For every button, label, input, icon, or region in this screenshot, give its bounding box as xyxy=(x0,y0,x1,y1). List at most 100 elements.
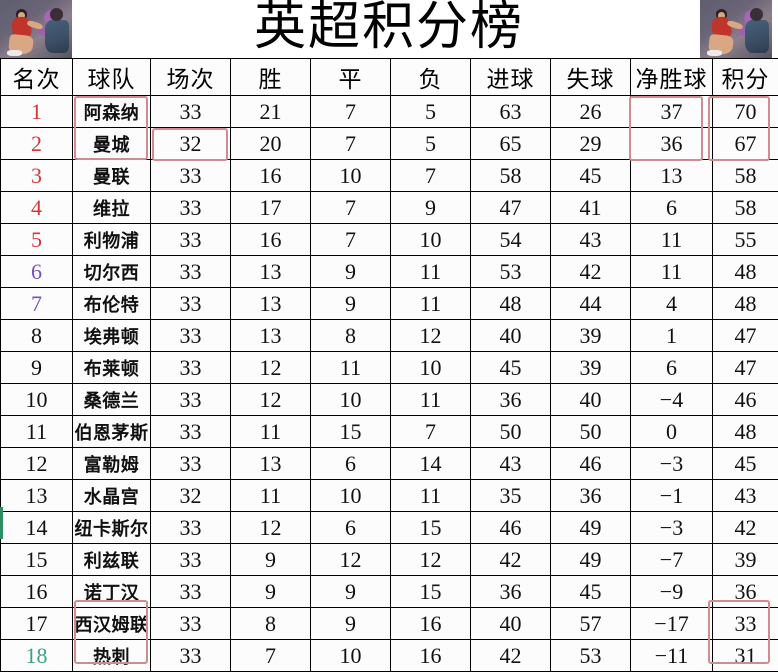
cell-rank: 8 xyxy=(1,320,73,352)
cell-rank: 18 xyxy=(1,640,73,672)
cell-played: 33 xyxy=(151,544,231,576)
cell-played: 33 xyxy=(151,384,231,416)
cell-played: 33 xyxy=(151,192,231,224)
cell-team: 利兹联 xyxy=(73,544,151,576)
cell-draw: 11 xyxy=(311,352,391,384)
cell-draw: 10 xyxy=(311,480,391,512)
cell-draw: 8 xyxy=(311,320,391,352)
cell-points: 39 xyxy=(713,544,778,576)
cell-goals-against: 50 xyxy=(551,416,631,448)
cell-points: 58 xyxy=(713,160,778,192)
cell-rank: 5 xyxy=(1,224,73,256)
cell-goals-against: 45 xyxy=(551,576,631,608)
cell-goals-for: 63 xyxy=(471,96,551,128)
cell-goals-for: 53 xyxy=(471,256,551,288)
cell-loss: 11 xyxy=(391,288,471,320)
cell-points: 46 xyxy=(713,384,778,416)
cell-draw: 9 xyxy=(311,288,391,320)
cell-points: 70 xyxy=(713,96,778,128)
cell-goal-diff: −11 xyxy=(631,640,713,672)
cell-rank: 10 xyxy=(1,384,73,416)
cell-draw: 9 xyxy=(311,576,391,608)
cell-win: 11 xyxy=(231,480,311,512)
cell-goal-diff: 36 xyxy=(631,128,713,160)
cell-loss: 11 xyxy=(391,256,471,288)
cell-goal-diff: −3 xyxy=(631,512,713,544)
cell-win: 13 xyxy=(231,320,311,352)
cell-points: 36 xyxy=(713,576,778,608)
cell-points: 43 xyxy=(713,480,778,512)
cell-draw: 7 xyxy=(311,96,391,128)
cell-goal-diff: −9 xyxy=(631,576,713,608)
cell-loss: 10 xyxy=(391,224,471,256)
cell-team: 纽卡斯尔 xyxy=(73,512,151,544)
cell-points: 33 xyxy=(713,608,778,640)
cell-draw: 7 xyxy=(311,224,391,256)
cell-played: 33 xyxy=(151,352,231,384)
cell-rank: 6 xyxy=(1,256,73,288)
cell-goals-against: 39 xyxy=(551,320,631,352)
cell-played: 32 xyxy=(151,128,231,160)
cell-draw: 9 xyxy=(311,256,391,288)
cell-draw: 10 xyxy=(311,640,391,672)
column-header-team: 球队 xyxy=(73,59,151,96)
cell-draw: 10 xyxy=(311,384,391,416)
cell-win: 9 xyxy=(231,544,311,576)
cell-goals-against: 49 xyxy=(551,512,631,544)
cell-team: 阿森纳 xyxy=(73,96,151,128)
cell-draw: 12 xyxy=(311,544,391,576)
column-header-points: 积分 xyxy=(713,59,778,96)
cell-rank: 12 xyxy=(1,448,73,480)
cell-goals-for: 43 xyxy=(471,448,551,480)
cell-draw: 6 xyxy=(311,448,391,480)
cell-goal-diff: 4 xyxy=(631,288,713,320)
cell-loss: 16 xyxy=(391,640,471,672)
cell-goal-diff: 37 xyxy=(631,96,713,128)
cell-goals-for: 35 xyxy=(471,480,551,512)
cell-goals-for: 40 xyxy=(471,320,551,352)
cell-loss: 14 xyxy=(391,448,471,480)
cell-rank: 15 xyxy=(1,544,73,576)
cell-goals-against: 57 xyxy=(551,608,631,640)
cell-win: 8 xyxy=(231,608,311,640)
cell-team: 水晶宫 xyxy=(73,480,151,512)
cell-team: 西汉姆联 xyxy=(73,608,151,640)
cell-goals-for: 36 xyxy=(471,576,551,608)
cell-points: 48 xyxy=(713,256,778,288)
cell-goals-against: 44 xyxy=(551,288,631,320)
cell-points: 58 xyxy=(713,192,778,224)
cell-win: 12 xyxy=(231,352,311,384)
cell-points: 48 xyxy=(713,288,778,320)
column-header-rank: 名次 xyxy=(1,59,73,96)
cell-goals-against: 49 xyxy=(551,544,631,576)
football-player-photo-right xyxy=(700,0,772,58)
cell-rank: 4 xyxy=(1,192,73,224)
cell-played: 33 xyxy=(151,576,231,608)
cell-rank: 17 xyxy=(1,608,73,640)
cell-draw: 7 xyxy=(311,192,391,224)
table-header-row: 名次 球队 场次 胜 平 负 进球 失球 净胜球 积分 xyxy=(1,59,778,96)
cell-goals-for: 54 xyxy=(471,224,551,256)
cell-win: 16 xyxy=(231,160,311,192)
cell-goals-against: 46 xyxy=(551,448,631,480)
cell-goal-diff: 11 xyxy=(631,224,713,256)
cell-team: 富勒姆 xyxy=(73,448,151,480)
cell-goals-for: 48 xyxy=(471,288,551,320)
cell-played: 33 xyxy=(151,224,231,256)
cell-team: 布莱顿 xyxy=(73,352,151,384)
cell-win: 17 xyxy=(231,192,311,224)
cell-goal-diff: 6 xyxy=(631,352,713,384)
column-header-played: 场次 xyxy=(151,59,231,96)
